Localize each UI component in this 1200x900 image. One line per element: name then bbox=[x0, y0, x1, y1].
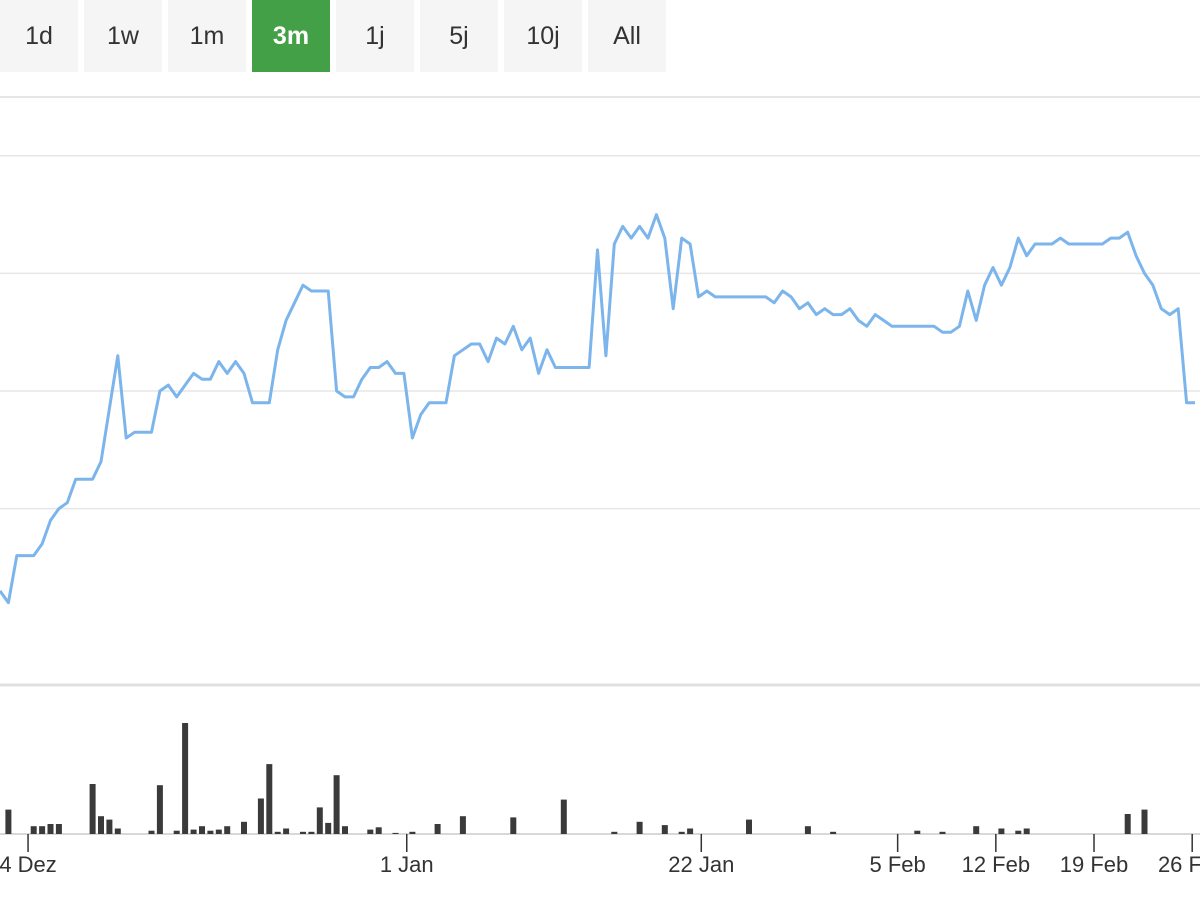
volume-bar bbox=[89, 784, 96, 834]
volume-bar bbox=[98, 816, 104, 834]
volume-bar bbox=[114, 828, 121, 835]
range-button-10j[interactable]: 10j bbox=[504, 0, 582, 72]
volume-bar bbox=[283, 828, 290, 835]
x-axis-ticks: 4 Dez 1 Jan 22 Jan 5 Feb 12 Feb 19 Feb 26 Feb bbox=[0, 834, 1200, 877]
volume-bar bbox=[257, 798, 264, 834]
volume-bar bbox=[510, 817, 517, 834]
volume-bar bbox=[182, 723, 189, 834]
volume-bar bbox=[173, 830, 180, 834]
volume-bar bbox=[30, 826, 37, 834]
volume-bar bbox=[687, 828, 694, 835]
volume-bar bbox=[199, 826, 205, 834]
volume-bar bbox=[830, 831, 837, 834]
volume-bar bbox=[939, 831, 946, 834]
volume-bar bbox=[914, 830, 921, 834]
volume-bar bbox=[973, 826, 980, 834]
range-button-1j[interactable]: 1j bbox=[336, 0, 414, 72]
range-button-all[interactable]: All bbox=[588, 0, 666, 72]
volume-bar bbox=[409, 831, 416, 834]
volume-bar bbox=[300, 831, 306, 834]
volume-bar bbox=[746, 819, 752, 834]
x-tick-label: 12 Feb bbox=[962, 852, 1031, 877]
volume-bar bbox=[190, 829, 197, 834]
x-tick-label: 22 Jan bbox=[668, 852, 734, 877]
x-tick-label: 4 Dez bbox=[0, 852, 57, 877]
x-tick-label: 19 Feb bbox=[1060, 852, 1129, 877]
volume-bar bbox=[367, 829, 374, 834]
x-tick-label: 26 Feb bbox=[1158, 852, 1200, 877]
volume-bar bbox=[274, 831, 281, 834]
range-button-5j[interactable]: 5j bbox=[420, 0, 498, 72]
volume-bars bbox=[5, 723, 1148, 835]
volume-bar bbox=[434, 824, 441, 834]
volume-bar bbox=[1023, 828, 1030, 835]
volume-bar bbox=[1141, 809, 1148, 834]
volume-bar bbox=[678, 831, 685, 834]
volume-bar bbox=[1124, 814, 1131, 834]
volume-bar bbox=[266, 764, 273, 834]
range-button-3m[interactable]: 3m bbox=[252, 0, 330, 72]
x-tick-label: 5 Feb bbox=[870, 852, 926, 877]
volume-bar bbox=[560, 799, 567, 834]
volume-bar bbox=[804, 826, 811, 834]
volume-bar bbox=[215, 829, 222, 834]
volume-bar bbox=[661, 825, 668, 834]
volume-bar bbox=[156, 785, 163, 834]
volume-bar bbox=[375, 827, 382, 834]
volume-bar bbox=[308, 831, 315, 834]
volume-bar bbox=[207, 830, 214, 834]
volume-bar bbox=[47, 824, 54, 834]
volume-bar bbox=[224, 826, 231, 834]
volume-bar bbox=[1015, 830, 1022, 834]
x-tick-label: 1 Jan bbox=[380, 852, 434, 877]
volume-bar bbox=[55, 824, 62, 834]
volume-bar bbox=[5, 809, 12, 834]
price-line bbox=[0, 213, 1195, 605]
range-button-1w[interactable]: 1w bbox=[84, 0, 162, 72]
volume-bar bbox=[39, 826, 46, 834]
volume-bar bbox=[316, 807, 323, 834]
volume-bar bbox=[392, 832, 399, 834]
volume-bar bbox=[241, 821, 247, 834]
volume-bar bbox=[148, 830, 155, 834]
range-button-1m[interactable]: 1m bbox=[168, 0, 246, 72]
volume-bar bbox=[342, 826, 348, 834]
volume-bar bbox=[998, 828, 1005, 835]
volume-bar bbox=[459, 816, 466, 834]
gridlines bbox=[0, 155, 1200, 510]
volume-bar bbox=[325, 822, 332, 834]
volume-bar bbox=[636, 821, 643, 834]
volume-bar bbox=[333, 775, 340, 834]
volume-bar bbox=[611, 831, 618, 834]
volume-bar bbox=[106, 819, 113, 834]
range-button-1d[interactable]: 1d bbox=[0, 0, 78, 72]
